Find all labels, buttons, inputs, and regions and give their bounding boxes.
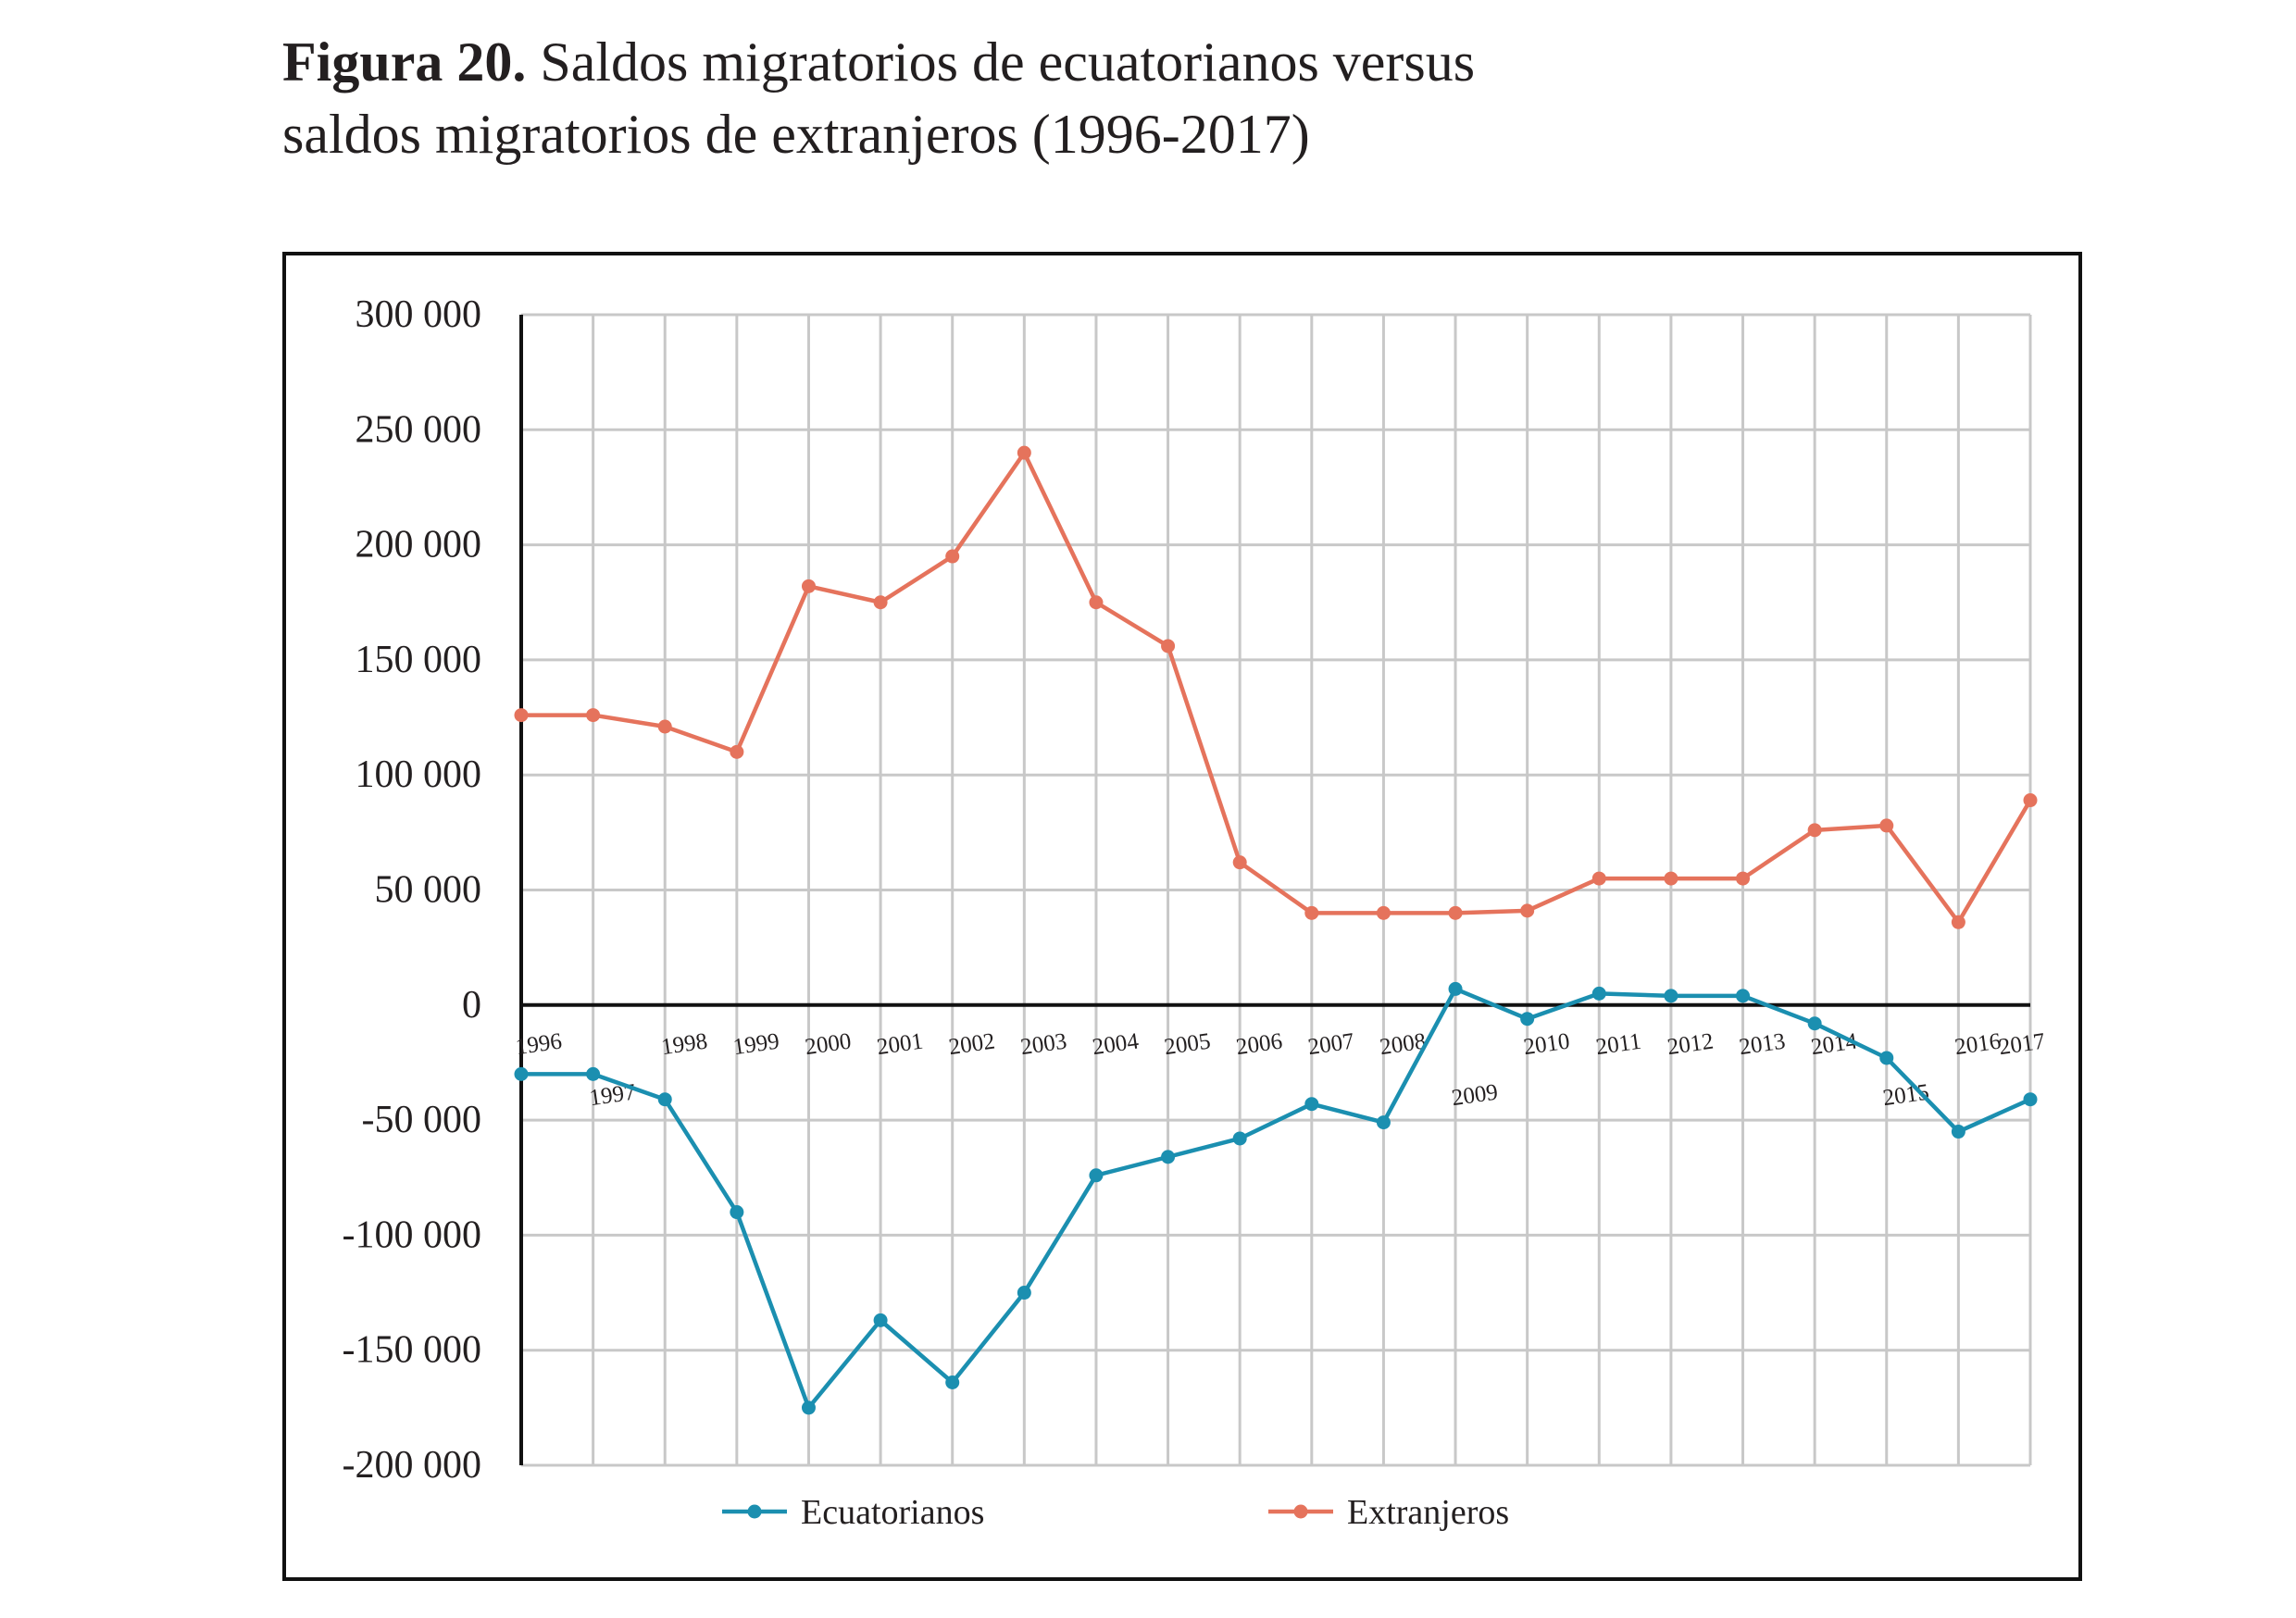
- series-lines: [514, 445, 2038, 1415]
- y-axis-tick-labels: 300 000 250 000 200 000 150 000 100 000 50 00…: [343, 293, 482, 1487]
- y-tick-label: 50 000: [375, 869, 482, 912]
- x-tick-label: 1998: [660, 1029, 709, 1061]
- data-point-ecuatorianos: [514, 1066, 529, 1081]
- x-tick-label: 2013: [1738, 1029, 1787, 1061]
- x-tick-label: 2003: [1019, 1029, 1068, 1061]
- data-point-extranjeros: [514, 708, 529, 723]
- data-point-extranjeros: [1232, 855, 1247, 870]
- y-tick-label: 250 000: [356, 408, 482, 451]
- data-point-ecuatorianos: [1089, 1168, 1104, 1183]
- y-tick-label: 150 000: [356, 639, 482, 681]
- caption-line-1: Figura 20. Saldos migratorios de ecuator…: [282, 26, 2041, 98]
- data-point-ecuatorianos: [945, 1375, 960, 1390]
- data-point-extranjeros: [2023, 793, 2038, 808]
- legend-label: Ecuatorianos: [801, 1493, 984, 1532]
- x-tick-label: 2007: [1306, 1029, 1355, 1061]
- x-tick-label: 2017: [1997, 1029, 2046, 1061]
- data-point-ecuatorianos: [1736, 989, 1751, 1003]
- data-point-ecuatorianos: [586, 1066, 601, 1081]
- data-point-extranjeros: [945, 549, 960, 564]
- chart-axes: [519, 315, 2030, 1465]
- data-point-extranjeros: [801, 579, 816, 593]
- x-tick-label: 2000: [804, 1029, 853, 1061]
- data-point-extranjeros: [1879, 818, 1894, 833]
- chart-frame: [282, 252, 2082, 1581]
- caption-title-part-2: saldos migratorios de extranjeros (1996-…: [282, 104, 1310, 165]
- data-point-extranjeros: [1017, 445, 1031, 460]
- data-point-ecuatorianos: [1879, 1051, 1894, 1065]
- data-point-extranjeros: [873, 595, 888, 610]
- series-line-ecuatorianos: [521, 987, 2031, 1411]
- x-tick-label: 1996: [514, 1029, 563, 1061]
- data-point-extranjeros: [1520, 903, 1535, 918]
- legend-swatch-marker: [1293, 1504, 1308, 1519]
- y-tick-label: -150 000: [343, 1329, 482, 1372]
- data-point-extranjeros: [1807, 823, 1822, 838]
- data-point-extranjeros: [1664, 871, 1678, 886]
- data-point-ecuatorianos: [1591, 986, 1606, 1001]
- data-point-ecuatorianos: [1017, 1286, 1031, 1301]
- y-tick-label: 100 000: [356, 753, 482, 796]
- y-tick-label: 200 000: [356, 524, 482, 566]
- x-tick-label: 2011: [1594, 1029, 1642, 1061]
- x-tick-label: 2001: [875, 1029, 924, 1061]
- data-point-ecuatorianos: [1161, 1150, 1176, 1164]
- data-point-extranjeros: [730, 744, 744, 759]
- caption-title-part-1: Saldos migratorios de ecuatorianos versu…: [540, 31, 1476, 93]
- y-tick-label: -100 000: [343, 1214, 482, 1256]
- data-point-ecuatorianos: [1304, 1097, 1319, 1112]
- y-tick-label: 0: [462, 984, 481, 1027]
- data-point-extranjeros: [657, 719, 672, 734]
- legend-item-ecuatorianos: Ecuatorianos: [722, 1493, 984, 1532]
- data-point-ecuatorianos: [730, 1205, 744, 1220]
- data-point-ecuatorianos: [1448, 981, 1463, 996]
- series-line-extranjeros: [521, 450, 2032, 925]
- legend-label: Extranjeros: [1347, 1493, 1509, 1532]
- x-tick-label: 2016: [1953, 1029, 2003, 1061]
- figure-label: Figura 20.: [282, 31, 527, 93]
- chart-legend: Ecuatorianos Extranjeros: [722, 1493, 1509, 1532]
- x-tick-label: 2006: [1235, 1029, 1284, 1061]
- x-tick-label: 2010: [1522, 1029, 1571, 1061]
- x-tick-label: 2002: [947, 1029, 996, 1061]
- x-tick-label: 1997: [588, 1080, 637, 1112]
- chart-grid: [521, 313, 2032, 1467]
- series-extranjeros: [514, 445, 2038, 929]
- data-point-extranjeros: [1376, 905, 1391, 920]
- data-point-ecuatorianos: [1520, 1012, 1535, 1027]
- x-tick-label: 2012: [1666, 1029, 1715, 1061]
- data-point-ecuatorianos: [1664, 989, 1678, 1003]
- data-point-ecuatorianos: [2023, 1092, 2038, 1107]
- data-point-ecuatorianos: [657, 1092, 672, 1107]
- data-point-extranjeros: [1089, 595, 1104, 610]
- x-tick-label: 2009: [1450, 1080, 1499, 1112]
- figure-caption: Figura 20. Saldos migratorios de ecuator…: [282, 26, 2041, 170]
- data-point-extranjeros: [1951, 915, 1965, 929]
- legend-item-extranjeros: Extranjeros: [1268, 1493, 1509, 1532]
- data-point-extranjeros: [1304, 905, 1319, 920]
- legend-swatch-marker: [747, 1504, 762, 1519]
- data-point-extranjeros: [586, 708, 601, 723]
- y-tick-label: 300 000: [356, 293, 482, 336]
- x-tick-label: 2004: [1091, 1028, 1141, 1060]
- y-tick-label: -200 000: [343, 1444, 482, 1487]
- data-point-extranjeros: [1591, 871, 1606, 886]
- series-ecuatorianos: [514, 981, 2038, 1415]
- data-point-ecuatorianos: [1807, 1016, 1822, 1031]
- y-tick-label: -50 000: [362, 1099, 482, 1141]
- x-tick-label: 2005: [1163, 1029, 1212, 1061]
- data-point-ecuatorianos: [1951, 1125, 1965, 1139]
- data-point-ecuatorianos: [1232, 1131, 1247, 1146]
- x-tick-label: 1999: [731, 1029, 780, 1061]
- data-point-extranjeros: [1736, 871, 1751, 886]
- data-point-extranjeros: [1161, 639, 1176, 653]
- data-point-extranjeros: [1448, 905, 1463, 920]
- data-point-ecuatorianos: [873, 1313, 888, 1327]
- x-axis-tick-labels: 1996 1997 1998 1999 2000 2001 2002 2003 2004 2005…: [514, 1028, 2046, 1111]
- data-point-ecuatorianos: [1376, 1115, 1391, 1130]
- data-point-ecuatorianos: [801, 1400, 816, 1415]
